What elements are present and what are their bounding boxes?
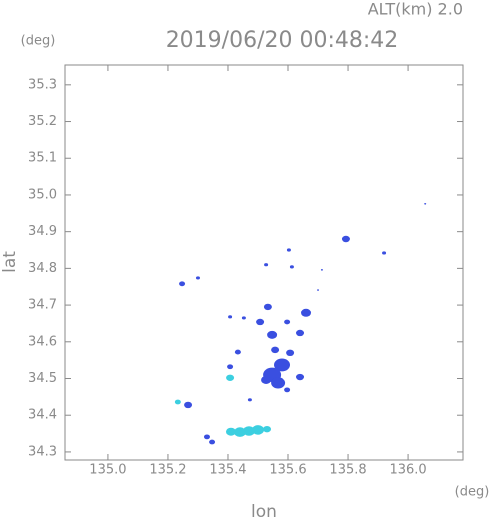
echo [320, 269, 323, 271]
echo [341, 235, 350, 243]
altitude-label: ALT(km) 2.0 [368, 0, 463, 19]
echo [234, 349, 241, 355]
echo [174, 399, 181, 405]
echo [225, 427, 236, 436]
echo [271, 346, 280, 354]
echo [226, 374, 235, 381]
echo [296, 329, 305, 337]
echo [228, 315, 233, 319]
echo [256, 318, 265, 326]
x-tick-label: 135.0 [89, 463, 126, 478]
y-tick-label: 34.6 [28, 334, 57, 349]
echo [263, 425, 272, 433]
echo [424, 202, 427, 205]
echo [267, 330, 278, 339]
y-tick-label: 34.5 [28, 371, 57, 386]
echo [184, 401, 193, 409]
y-tick-label: 35.0 [28, 187, 57, 202]
x-unit: (deg) [455, 485, 490, 500]
echo [274, 358, 291, 372]
echo [301, 308, 312, 317]
y-tick-label: 34.9 [28, 224, 57, 239]
x-tick-label: 135.8 [329, 463, 366, 478]
echo [195, 276, 200, 280]
echo [203, 434, 210, 440]
echo [284, 319, 291, 325]
echo [263, 303, 272, 311]
echo [286, 248, 291, 252]
y-tick-label: 34.8 [28, 261, 57, 276]
y-unit: (deg) [21, 34, 56, 49]
echo [209, 439, 216, 445]
y-tick-label: 34.7 [28, 298, 57, 313]
echo [241, 316, 246, 320]
echo [317, 289, 320, 291]
echo [284, 387, 291, 393]
plot-frame [64, 64, 464, 461]
echo [296, 373, 305, 381]
x-tick-label: 135.4 [209, 463, 246, 478]
echo [264, 263, 269, 267]
echo [271, 377, 286, 389]
chart-title: 2019/06/20 00:48:42 [166, 28, 399, 53]
echo [242, 426, 255, 436]
echo [286, 349, 295, 357]
echo [233, 427, 246, 437]
echo [179, 281, 186, 287]
echo [251, 425, 264, 435]
y-tick-label: 35.3 [28, 77, 57, 92]
x-tick-label: 136.0 [389, 463, 426, 478]
y-tick-label: 35.2 [28, 114, 57, 129]
y-axis-label: lat [0, 251, 20, 273]
echo [247, 398, 252, 402]
echo [261, 375, 272, 384]
x-axis-label: lon [251, 502, 277, 521]
echo [382, 251, 387, 255]
y-tick-label: 35.1 [28, 151, 57, 166]
y-tick-label: 34.4 [28, 408, 57, 423]
echo [289, 265, 294, 269]
x-tick-label: 135.6 [269, 463, 306, 478]
y-tick-label: 34.3 [28, 444, 57, 459]
echo [227, 364, 234, 370]
x-tick-label: 135.2 [149, 463, 186, 478]
